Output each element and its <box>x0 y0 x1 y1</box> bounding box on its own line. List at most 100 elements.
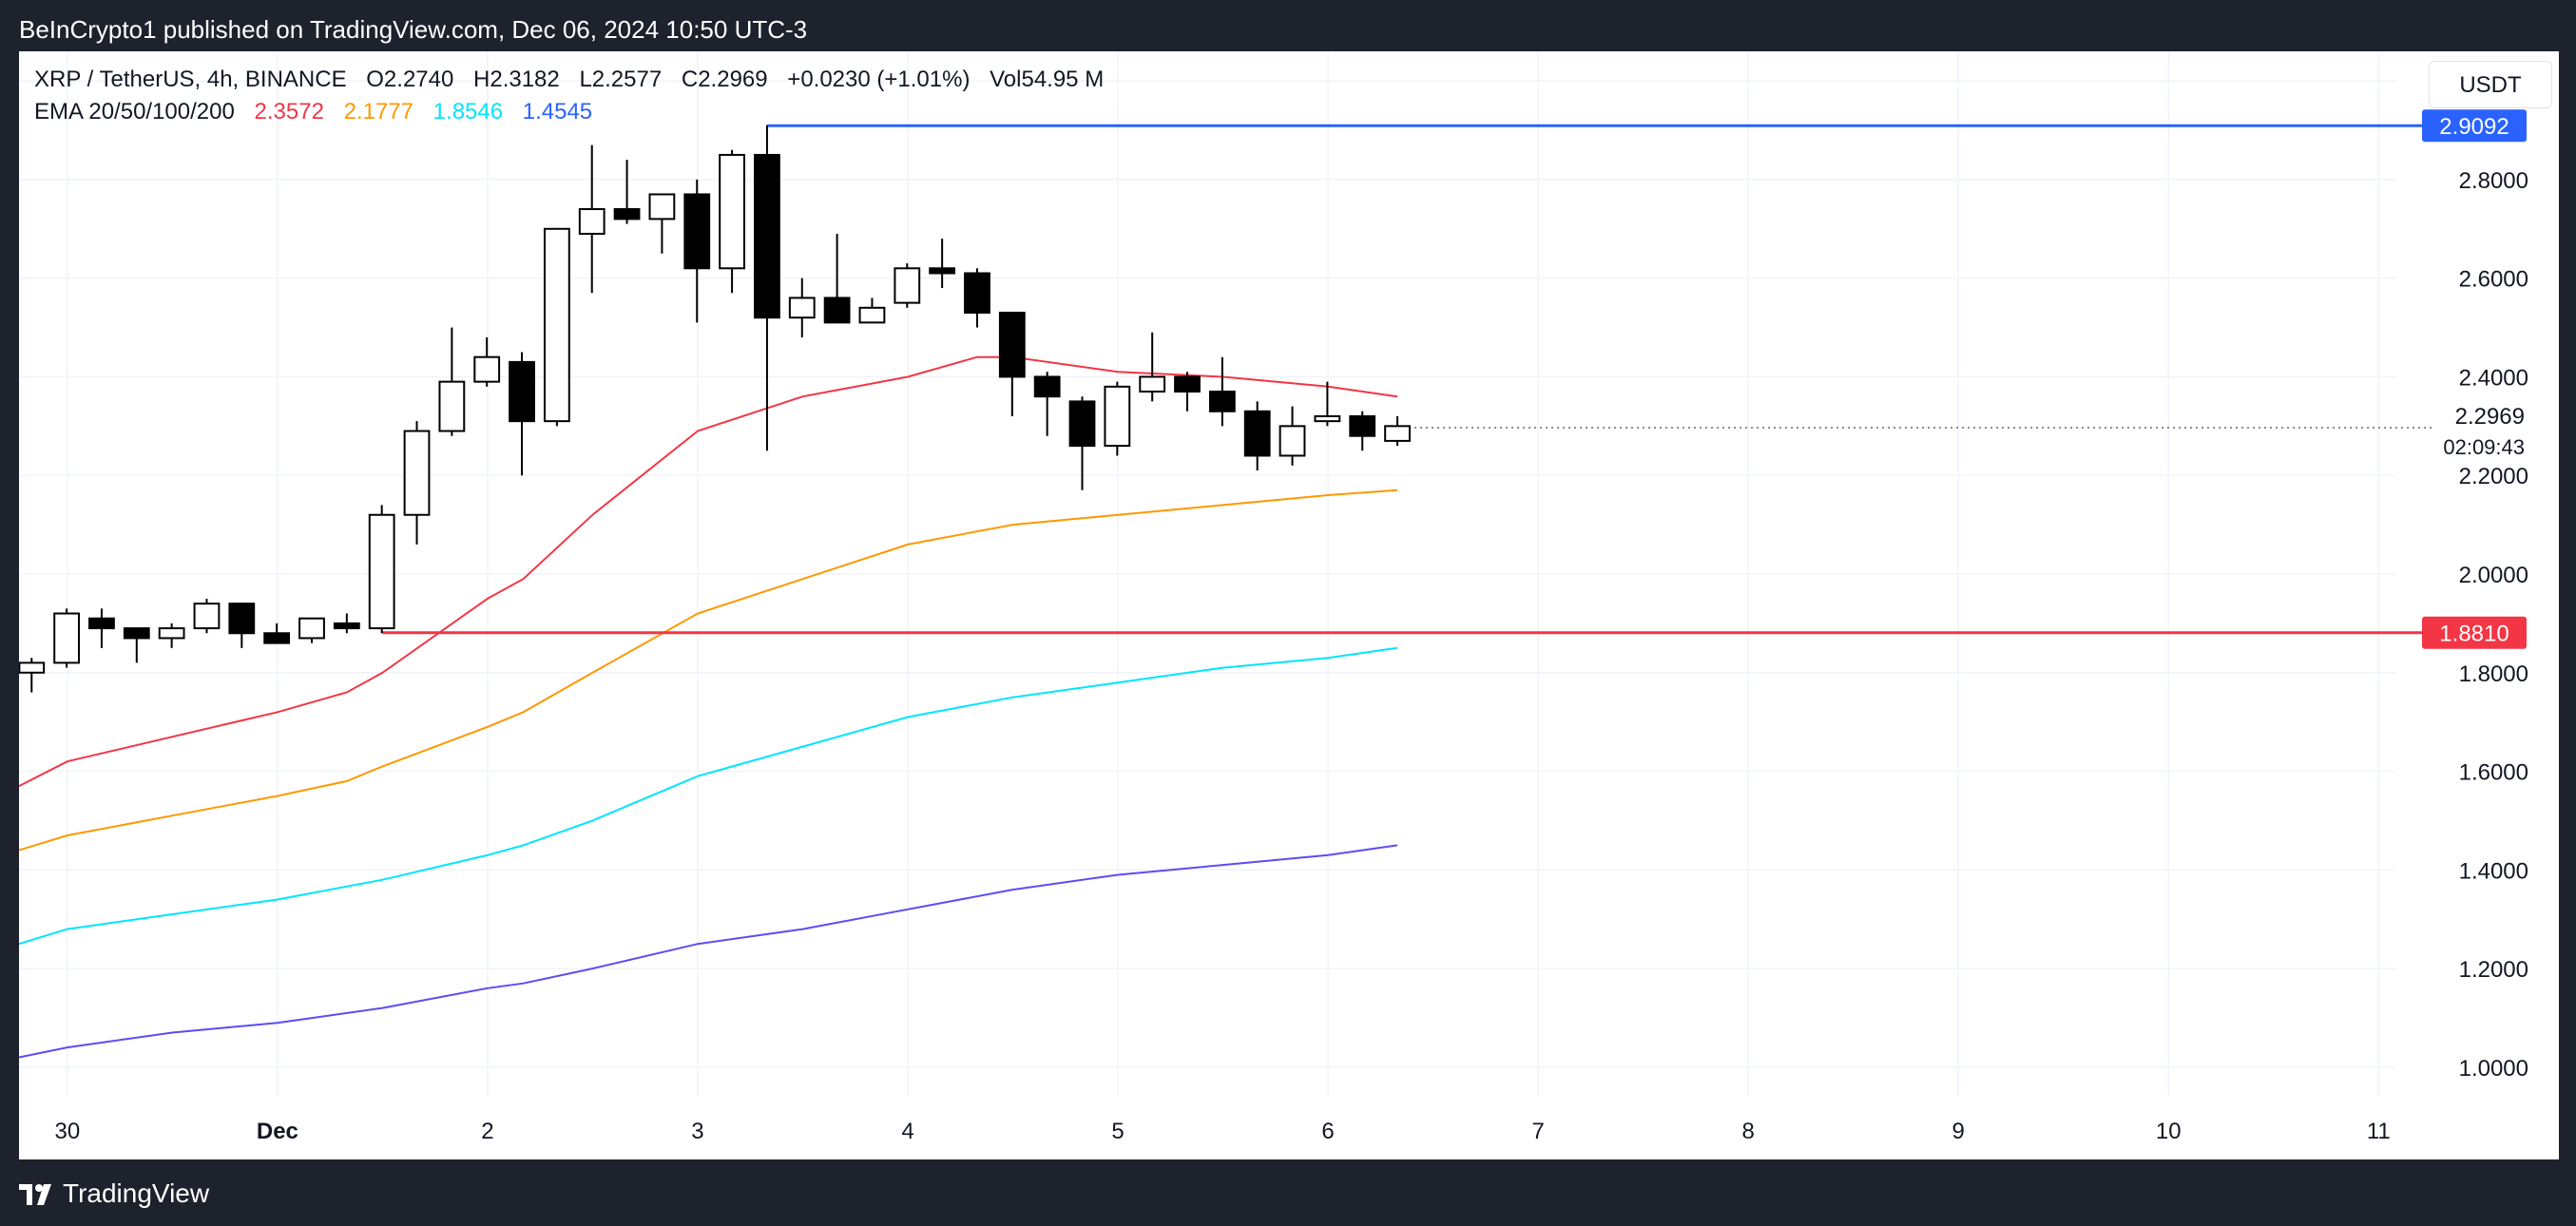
x-tick-label: 10 <box>2156 1119 2182 1144</box>
ema-50-line <box>19 488 1398 852</box>
x-tick-label: Dec <box>257 1119 298 1144</box>
candle <box>964 268 990 328</box>
candle-body <box>403 430 431 516</box>
x-tick-label: 6 <box>1321 1119 1334 1144</box>
y-tick-label: 1.4000 <box>2459 858 2528 884</box>
candle <box>1349 411 1376 451</box>
candle <box>509 352 535 476</box>
candle <box>298 617 325 643</box>
legend-change: +0.0230 (+1.01%) <box>787 67 971 92</box>
candle-body <box>368 513 395 630</box>
footer-brand[interactable]: TradingView <box>63 1178 210 1208</box>
candle-body <box>19 661 46 674</box>
x-tick-label: 7 <box>1531 1119 1544 1144</box>
candle <box>578 144 606 294</box>
legend-volume: Vol54.95 M <box>990 67 1105 92</box>
candle-body <box>333 622 360 630</box>
candle-body <box>719 153 745 270</box>
x-tick-label: 30 <box>54 1119 80 1144</box>
legend-low: L2.2577 <box>579 67 663 92</box>
y-tick-label: 1.0000 <box>2459 1056 2528 1082</box>
price-level-label: 1.8810 <box>2439 622 2509 647</box>
y-tick-label: 1.2000 <box>2459 957 2528 983</box>
candle-body <box>473 355 501 383</box>
candle-body <box>1208 391 1236 412</box>
y-tick-label: 2.4000 <box>2459 365 2528 391</box>
candle <box>53 608 80 668</box>
candle <box>613 160 641 224</box>
y-tick-label: 1.6000 <box>2459 760 2528 786</box>
candle <box>158 623 185 648</box>
price-level-label: 2.9092 <box>2439 114 2509 140</box>
candle <box>719 149 745 294</box>
candle <box>1174 372 1201 412</box>
x-tick-label: 3 <box>691 1119 703 1144</box>
tradingview-logo-icon[interactable] <box>19 1180 57 1207</box>
publisher-header: BeInCrypto1 published on TradingView.com… <box>0 0 2576 51</box>
candle-body <box>1139 375 1166 393</box>
candle <box>1139 332 1166 402</box>
last-price-label: 2.2969 <box>2455 404 2525 430</box>
candle-body <box>1068 400 1096 448</box>
ema-lines <box>19 355 1398 1059</box>
x-tick-label: 5 <box>1111 1119 1124 1144</box>
candle <box>894 263 921 308</box>
candle <box>858 297 886 324</box>
chart-panel[interactable]: 2.9092 1.8810 1.0000 1.2000 1.4000 1.6000 1.8… <box>19 51 2559 1159</box>
candle <box>88 608 115 648</box>
candle <box>193 598 221 634</box>
y-tick-label: 1.8000 <box>2459 661 2528 687</box>
published-text: BeInCrypto1 published on TradingView.com… <box>19 15 808 44</box>
x-tick-label: 9 <box>1952 1119 1965 1144</box>
candle <box>228 603 256 648</box>
candle-body <box>929 267 956 275</box>
candle <box>998 312 1026 416</box>
candle-body <box>1104 385 1131 448</box>
legend-symbol[interactable]: XRP / TetherUS, 4h, BINANCE <box>34 67 347 92</box>
candle-body <box>1174 375 1201 393</box>
bar-countdown-label: 02:09:43 <box>2443 435 2525 459</box>
candle-body <box>88 617 115 630</box>
candle <box>263 623 291 644</box>
candle <box>823 233 851 324</box>
y-tick-label: 2.2000 <box>2459 464 2528 489</box>
candle-body <box>894 267 921 304</box>
candle-body <box>1243 410 1271 457</box>
legend-high: H2.3182 <box>473 67 560 92</box>
candle <box>19 658 46 693</box>
candle-body <box>509 360 535 423</box>
candle-body <box>754 153 780 319</box>
legend-ema20-value: 2.3572 <box>254 99 324 125</box>
legend-ema-label[interactable]: EMA 20/50/100/200 <box>34 99 235 125</box>
candle <box>648 193 676 254</box>
candle <box>123 627 150 663</box>
legend-ema200-value: 1.4545 <box>522 99 593 125</box>
candle-body <box>998 312 1026 378</box>
candles <box>19 125 1411 693</box>
ema-200-line <box>19 844 1398 1059</box>
candle-body <box>1384 425 1411 442</box>
candle <box>1068 396 1096 490</box>
candle-body <box>683 193 711 270</box>
x-tick-label: 11 <box>2367 1119 2391 1144</box>
legend-close: C2.2969 <box>681 67 768 92</box>
candle-body <box>1278 425 1306 457</box>
x-axis: 30 Dec 2 3 4 5 6 7 8 9 10 11 <box>54 1119 2390 1144</box>
candle-body <box>1314 414 1341 423</box>
candle <box>543 227 570 427</box>
candle-body <box>53 612 80 664</box>
y-tick-label: 2.6000 <box>2459 267 2528 293</box>
candle-body <box>613 208 641 220</box>
price-chart[interactable]: 2.9092 1.8810 1.0000 1.2000 1.4000 1.6000 1.8… <box>19 51 2559 1159</box>
candle <box>683 179 711 323</box>
candle-body <box>298 617 325 640</box>
candle-body <box>158 627 185 640</box>
candle <box>368 505 395 634</box>
horizontal-lines: 2.9092 1.8810 <box>382 109 2527 649</box>
candle <box>1243 401 1271 471</box>
candle <box>333 613 360 634</box>
y-tick-label: 2.0000 <box>2459 563 2528 588</box>
ema-20-line <box>19 355 1398 787</box>
currency-button[interactable]: USDT <box>2429 61 2552 108</box>
x-tick-label: 2 <box>481 1119 493 1144</box>
